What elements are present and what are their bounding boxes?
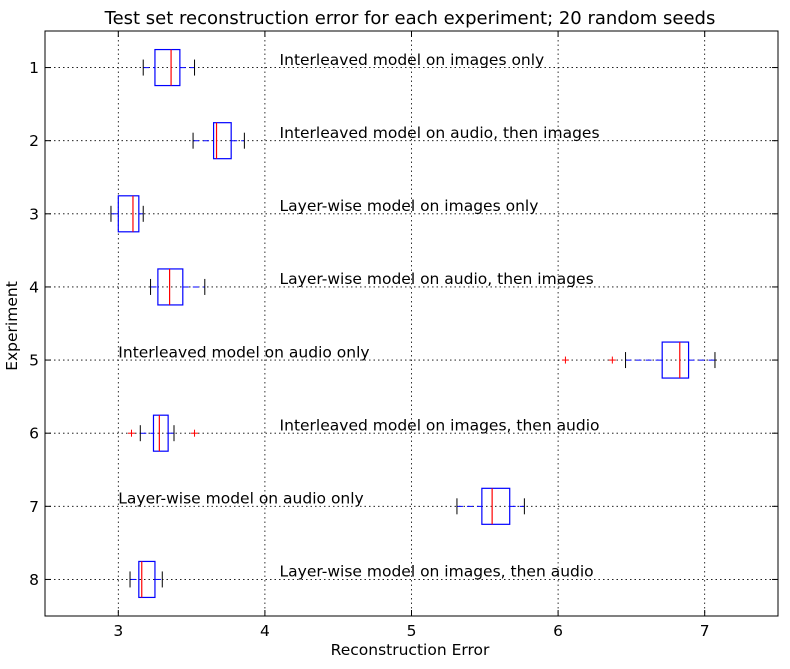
box-experiment-1	[142, 48, 196, 87]
y-tick-label: 3	[29, 205, 39, 223]
boxes	[110, 48, 716, 599]
y-tick-label: 8	[29, 571, 39, 589]
chart-title: Test set reconstruction error for each e…	[104, 8, 716, 29]
x-tick-label: 6	[553, 622, 563, 640]
box-iqr	[481, 487, 511, 525]
y-tick-label: 7	[29, 498, 39, 516]
x-tick-label: 5	[407, 622, 417, 640]
annotations: Interleaved model on images only Interlea…	[118, 51, 599, 581]
box-iqr	[152, 414, 169, 452]
y-tick-label: 4	[29, 278, 39, 296]
y-axis-label: Experiment	[3, 281, 21, 371]
box-iqr	[138, 560, 156, 599]
annotation-label: Interleaved model on images only	[280, 51, 545, 69]
flier-point	[191, 429, 199, 437]
box-iqr	[661, 341, 690, 379]
y-tick-label: 1	[29, 59, 39, 77]
box-iqr	[157, 268, 184, 306]
annotation-label: Interleaved model on audio only	[118, 343, 369, 361]
annotation-label: Layer-wise model on images, then audio	[280, 563, 594, 581]
flier-point	[561, 356, 569, 364]
annotation-label: Layer-wise model on images only	[280, 197, 539, 215]
box-iqr	[212, 122, 232, 160]
y-tick-label: 6	[29, 425, 39, 443]
box-iqr	[154, 48, 181, 87]
box-experiment-6	[127, 414, 199, 452]
y-tick-label: 2	[29, 132, 39, 150]
box-experiment-8	[129, 560, 163, 599]
y-tick-label: 5	[29, 352, 39, 370]
annotation-label: Interleaved model on audio, then images	[280, 124, 600, 142]
annotation-label: Layer-wise model on audio, then images	[280, 270, 594, 288]
x-tick-label: 7	[700, 622, 710, 640]
box-experiment-3	[110, 195, 144, 233]
ticks: 3 4 5 6 7 1 2 3 4 5 6 7 8	[29, 31, 778, 640]
annotation-label: Interleaved model on images, then audio	[280, 416, 600, 434]
box-experiment-2	[192, 122, 245, 160]
x-tick-label: 3	[113, 622, 123, 640]
x-axis-label: Reconstruction Error	[331, 641, 490, 659]
box-experiment-5	[561, 341, 716, 379]
annotation-label: Layer-wise model on audio only	[118, 490, 363, 508]
box-experiment-7	[456, 487, 525, 525]
box-iqr	[117, 195, 140, 233]
flier-point	[608, 356, 616, 364]
x-tick-label: 4	[260, 622, 270, 640]
grid-lines	[45, 31, 778, 616]
box-experiment-4	[150, 268, 206, 306]
flier-point	[127, 429, 135, 437]
